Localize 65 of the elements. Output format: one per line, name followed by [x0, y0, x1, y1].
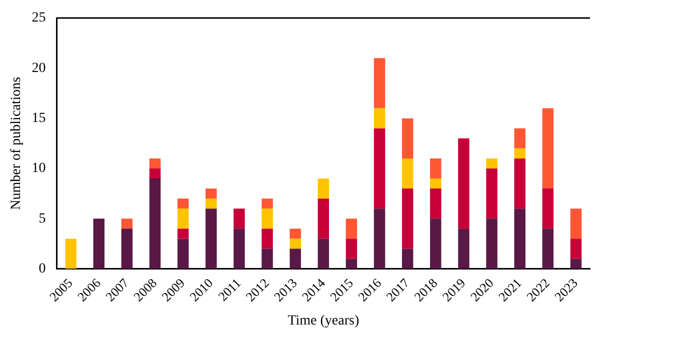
bar	[542, 188, 554, 229]
bar	[206, 208, 217, 269]
bar	[430, 218, 442, 269]
bar	[149, 168, 161, 178]
bar	[374, 58, 386, 108]
bar	[234, 208, 245, 229]
bar	[318, 178, 330, 199]
x-tick-label: 2011	[215, 275, 244, 304]
bar	[93, 218, 105, 269]
bar	[262, 228, 273, 249]
bar	[486, 218, 498, 269]
bar	[374, 208, 386, 269]
y-tick-label: 20	[32, 60, 46, 76]
bar	[177, 228, 189, 239]
bar	[514, 128, 526, 148]
bar	[65, 238, 76, 269]
bar	[570, 208, 582, 239]
bar	[486, 158, 498, 168]
bar	[318, 238, 330, 269]
bar	[486, 168, 498, 219]
bar	[402, 188, 414, 249]
bar	[514, 208, 526, 269]
bar	[374, 128, 386, 209]
bar	[346, 258, 358, 269]
bar	[290, 238, 301, 249]
bar	[121, 218, 133, 229]
bar	[570, 258, 582, 269]
bar	[177, 208, 189, 229]
bar	[430, 178, 442, 189]
bar	[262, 248, 273, 269]
bar	[177, 198, 189, 209]
bar	[206, 188, 217, 199]
bar	[430, 188, 442, 219]
bar	[346, 218, 358, 239]
bar	[234, 228, 245, 269]
bar	[430, 158, 442, 178]
y-tick-label: 10	[32, 161, 46, 176]
bar	[121, 228, 133, 269]
y-tick-label: 5	[38, 211, 46, 226]
bar	[570, 238, 582, 259]
bar	[542, 228, 554, 269]
bar	[346, 238, 358, 259]
bar	[262, 198, 273, 209]
y-tick-label: 0	[38, 261, 46, 276]
bar	[514, 148, 526, 158]
bar	[262, 208, 273, 229]
bar	[206, 198, 217, 209]
bar	[514, 158, 526, 209]
bar	[149, 158, 161, 168]
x-axis-title: Time (years)	[288, 313, 360, 328]
bar	[542, 108, 554, 189]
bar	[374, 108, 386, 128]
y-tick-label: 15	[32, 110, 46, 126]
bar	[290, 228, 301, 239]
bar	[318, 198, 330, 239]
bar	[149, 178, 161, 269]
bar	[402, 248, 414, 269]
bar	[177, 238, 189, 269]
bar	[290, 248, 301, 269]
bar	[402, 158, 414, 189]
bar	[458, 228, 470, 269]
y-axis-title: Number of publications	[9, 76, 24, 210]
bar	[458, 138, 470, 229]
bar	[402, 118, 414, 158]
y-tick-label: 25	[32, 10, 46, 26]
